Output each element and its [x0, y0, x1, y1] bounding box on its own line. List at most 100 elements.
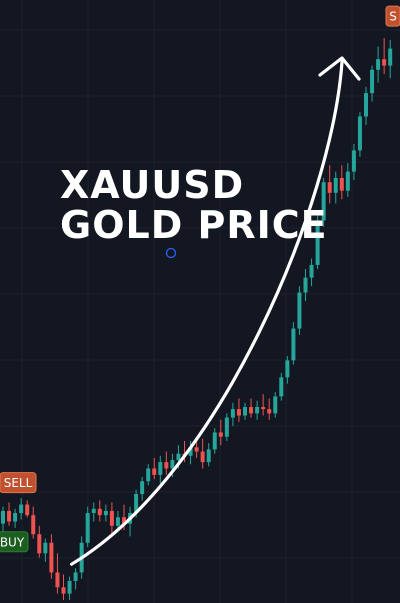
candle-body — [243, 407, 247, 416]
candle — [382, 38, 387, 75]
candle-body — [285, 360, 290, 378]
candle — [315, 214, 320, 270]
candle — [218, 419, 223, 446]
candle-body — [376, 59, 381, 70]
sell-signal-tag: SELL — [0, 472, 37, 494]
candle — [273, 392, 278, 418]
candle-body — [49, 542, 54, 573]
candle-body — [152, 468, 157, 475]
candle — [333, 171, 338, 204]
candle-body — [297, 292, 302, 329]
candle-body — [249, 407, 254, 414]
sell-signal-tag: S — [385, 5, 400, 27]
candle — [376, 46, 381, 83]
trend-arrow-head-icon — [318, 56, 361, 81]
candle — [224, 413, 229, 441]
signal-tag-background — [0, 472, 37, 494]
candle — [146, 464, 151, 486]
candle — [103, 504, 108, 522]
chart-title-line-2: GOLD PRICE — [60, 203, 328, 247]
candle-body — [382, 59, 387, 66]
candle-body — [303, 277, 308, 293]
candle — [309, 258, 314, 287]
candle — [249, 398, 254, 418]
buy-signal-tag: BUY — [0, 531, 29, 553]
signal-tag-label: S — [389, 10, 397, 24]
candle-body — [97, 508, 102, 516]
candle — [297, 286, 302, 335]
chart-title-line-1: XAUUSD — [60, 163, 244, 207]
candle-body — [351, 150, 356, 172]
candle-body — [188, 447, 193, 456]
candle — [351, 144, 356, 181]
candle-body — [206, 449, 211, 463]
candle-body — [327, 182, 332, 193]
candle-body — [315, 220, 320, 265]
candle — [140, 476, 145, 501]
candle-body — [261, 407, 266, 410]
signal-tag-label: BUY — [0, 535, 25, 549]
candle-body — [115, 517, 120, 526]
candle-body — [291, 328, 296, 361]
candle-body — [309, 264, 314, 278]
candle — [13, 508, 18, 528]
candle — [25, 500, 30, 518]
candle — [91, 502, 96, 522]
candle-body — [158, 462, 163, 475]
candle — [303, 269, 308, 301]
candle — [73, 568, 78, 590]
candle — [261, 394, 266, 416]
candle — [55, 553, 60, 594]
trend-arrow-shaft — [70, 60, 344, 566]
signals-layer: SELLBUYBUYS — [0, 5, 400, 553]
candle — [370, 65, 375, 102]
candle-body — [73, 572, 78, 581]
candle-body — [140, 481, 145, 494]
candle-body — [194, 447, 199, 452]
candle — [109, 502, 114, 535]
trend-arrow — [70, 56, 361, 566]
candle-body — [345, 171, 350, 191]
candle-body — [321, 182, 326, 221]
candle — [31, 506, 36, 539]
candle — [152, 457, 157, 480]
candle-body — [7, 510, 12, 522]
candle-body — [230, 409, 235, 418]
candle-body — [218, 432, 223, 437]
signal-tag-label: SELL — [4, 476, 33, 490]
candle-body — [255, 407, 260, 414]
candle — [200, 438, 205, 469]
candle-body — [1, 510, 5, 524]
candle-body — [146, 468, 151, 482]
candle-body — [339, 177, 344, 191]
candle-body — [200, 451, 205, 463]
candle — [164, 451, 169, 475]
candle-body — [13, 513, 18, 522]
candle-body — [85, 513, 90, 543]
candle — [339, 165, 344, 200]
candle — [19, 498, 24, 520]
candle-body — [236, 409, 241, 416]
candle — [255, 400, 260, 420]
candle-body — [31, 515, 36, 535]
candle — [37, 525, 42, 558]
candle-body — [67, 580, 72, 594]
candle-body — [43, 542, 48, 554]
candle-body — [122, 517, 126, 524]
candle — [43, 538, 48, 562]
candle — [49, 534, 54, 579]
candle-body — [61, 587, 66, 594]
candle-body — [273, 396, 278, 414]
candle — [364, 86, 368, 125]
candle-body — [170, 460, 175, 469]
candles-layer — [1, 38, 393, 600]
signal-tag-background — [0, 531, 29, 553]
candle-body — [279, 377, 284, 397]
candle — [291, 322, 296, 365]
candle-body — [37, 534, 42, 554]
candle — [85, 506, 90, 547]
